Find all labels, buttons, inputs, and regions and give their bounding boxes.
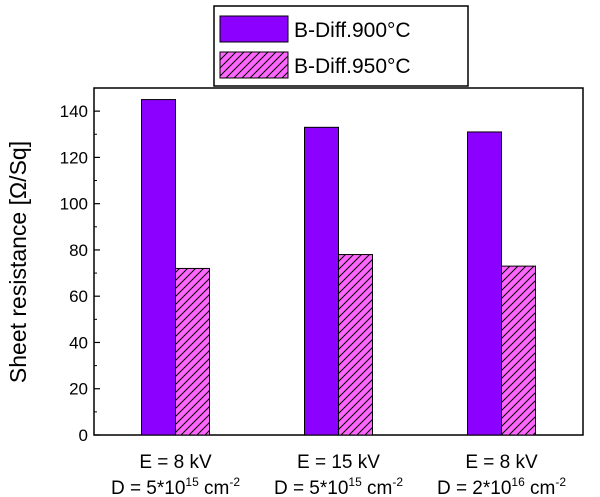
y-tick-label: 140	[60, 102, 88, 121]
bar-950c	[175, 267, 210, 436]
legend-label: B-Diff.950°C	[294, 55, 411, 78]
legend-label: B-Diff.900°C	[294, 19, 411, 42]
x-tick-label-dose: D = 5*1015 cm-2	[111, 475, 240, 497]
y-tick-label: 60	[69, 287, 88, 306]
x-tick-label-energy: E = 8 kV	[139, 452, 212, 473]
y-tick-label: 0	[79, 426, 88, 445]
y-axis-label: Sheet resistance [Ω/Sq]	[5, 141, 31, 383]
legend-swatch	[219, 15, 289, 43]
y-tick-label: 20	[69, 380, 88, 399]
bar-950c	[501, 265, 536, 436]
bar-900c	[304, 126, 339, 436]
x-tick-label-energy: E = 8 kV	[465, 452, 538, 473]
x-tick-label-dose: D = 2*1016 cm-2	[437, 475, 566, 497]
bar-900c	[141, 99, 176, 436]
bar-900c	[467, 131, 502, 436]
y-tick-label: 40	[69, 333, 88, 352]
y-tick-label: 80	[69, 241, 88, 260]
x-tick-label-dose: D = 5*1015 cm-2	[274, 475, 403, 497]
legend-swatch	[219, 51, 289, 79]
bar-950c	[338, 254, 373, 436]
x-tick-label-energy: E = 15 kV	[297, 452, 380, 473]
y-tick-label: 120	[60, 148, 88, 167]
y-tick-label: 100	[60, 195, 88, 214]
